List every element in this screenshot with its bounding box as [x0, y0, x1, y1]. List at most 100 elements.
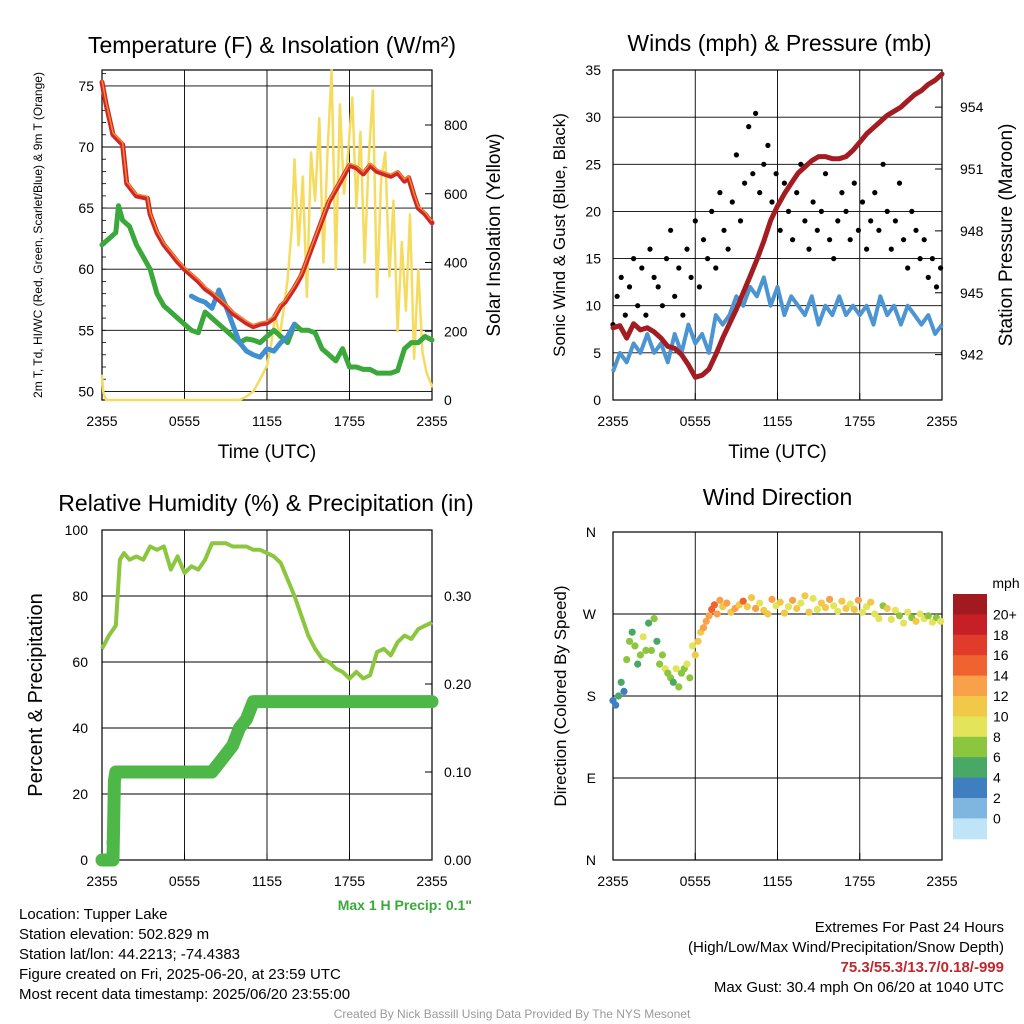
direction-point — [747, 594, 756, 602]
gust-point — [896, 180, 903, 186]
y2-tick-label: 945 — [960, 285, 984, 301]
gust-point — [717, 190, 723, 196]
direction-point — [850, 605, 858, 614]
gust-point — [757, 190, 763, 196]
direction-point — [883, 604, 891, 613]
gust-point — [810, 199, 816, 205]
direction-point — [858, 608, 867, 616]
colorbar-swatch — [953, 675, 987, 697]
gust-point — [626, 284, 633, 290]
gust-point — [647, 246, 653, 252]
chart-3-frame — [101, 529, 433, 861]
gust-point — [933, 284, 940, 290]
direction-point — [937, 617, 945, 625]
direction-point — [846, 600, 854, 608]
gust-point — [746, 124, 752, 130]
gust-point — [888, 246, 894, 252]
x-tick-label: 1755 — [844, 413, 875, 429]
direction-point — [617, 678, 625, 686]
gust-point — [905, 265, 911, 271]
gust-point — [753, 110, 759, 116]
x-tick-label: 2355 — [416, 873, 447, 889]
x-tick-label: 2355 — [597, 413, 628, 429]
direction-point — [924, 612, 932, 620]
x-tick-label: 2355 — [86, 873, 117, 889]
gust-point — [851, 180, 857, 186]
colorbar-swatch — [953, 634, 987, 656]
gust-point — [733, 152, 740, 158]
gust-point — [839, 190, 845, 196]
gust-point — [729, 199, 735, 205]
direction-point — [867, 598, 875, 606]
gust-point — [643, 312, 649, 318]
series-precip — [95, 695, 439, 867]
y2-tick-label: 800 — [444, 117, 468, 133]
series-pressure — [610, 71, 945, 380]
direction-tick-label: E — [587, 770, 596, 786]
gust-point — [721, 227, 727, 233]
direction-point — [904, 608, 912, 616]
direction-point — [683, 660, 691, 668]
gust-point — [761, 161, 767, 167]
extremes-values: 75.3/55.3/13.7/0.18/-999 — [840, 959, 1004, 976]
y-tick-label: 35 — [585, 62, 601, 78]
direction-tick-label: W — [583, 606, 597, 622]
direction-point — [705, 612, 713, 620]
chart-4-title: Wind Direction — [703, 484, 853, 510]
gust-point — [818, 208, 825, 214]
colorbar-swatch — [953, 594, 987, 615]
x-tick-label: 1155 — [252, 413, 282, 429]
gust-point — [859, 199, 866, 205]
direction-point — [928, 618, 937, 626]
colorbar-swatch — [953, 798, 987, 819]
colorbar-swatch — [953, 757, 987, 779]
colorbar-swatch — [953, 716, 987, 738]
direction-point — [871, 610, 879, 618]
direction-point — [653, 637, 661, 645]
max-precip-note: Max 1 H Precip: 0.1" — [337, 897, 472, 913]
direction-point — [912, 617, 920, 625]
series-heat_index — [188, 287, 297, 360]
gust-point — [622, 312, 628, 318]
gust-point — [680, 312, 686, 318]
series-nine-m — [101, 80, 433, 326]
x-tick-label: 2355 — [926, 413, 957, 429]
y-tick-label: 10 — [585, 298, 601, 314]
direction-point — [764, 610, 772, 618]
direction-tick-label: S — [587, 688, 596, 704]
direction-point — [710, 601, 719, 609]
direction-point — [891, 606, 900, 615]
gust-point — [765, 142, 771, 148]
series-rh — [100, 541, 433, 681]
gust-point — [651, 274, 657, 280]
x-tick-label: 0555 — [169, 873, 200, 889]
extremes-panel: Extremes For Past 24 Hours (High/Low/Max… — [688, 918, 1004, 998]
colorbar-label: 18 — [993, 627, 1009, 643]
direction-point — [887, 615, 895, 624]
y-tick-label: 55 — [78, 322, 94, 338]
chart-1-ylabel: 2m T, Td, HI/WC (Red, Green, Scarlet/Blu… — [31, 72, 45, 398]
gust-point — [835, 218, 841, 224]
credit-line: Created By Nick Bassill Using Data Provi… — [333, 1007, 691, 1021]
gust-point — [676, 265, 682, 271]
direction-point — [842, 604, 850, 613]
gust-point — [672, 293, 678, 299]
direction-point — [743, 603, 751, 611]
y-tick-label: 80 — [72, 588, 88, 604]
gust-point — [725, 246, 731, 252]
x-tick-label: 1155 — [762, 873, 792, 889]
gust-point — [614, 293, 620, 299]
colorbar-label: 20+ — [993, 606, 1017, 622]
direction-point — [723, 599, 731, 607]
gust-point — [802, 218, 808, 224]
colorbar-swatch — [953, 614, 987, 636]
direction-point — [669, 678, 677, 686]
direction-point — [675, 683, 683, 691]
colorbar-label: 0 — [993, 810, 1001, 826]
gust-point — [781, 180, 788, 186]
direction-point — [656, 660, 664, 668]
direction-point — [793, 604, 801, 613]
gust-point — [737, 218, 744, 224]
x-tick-label: 0555 — [680, 413, 711, 429]
direction-point — [739, 597, 747, 605]
